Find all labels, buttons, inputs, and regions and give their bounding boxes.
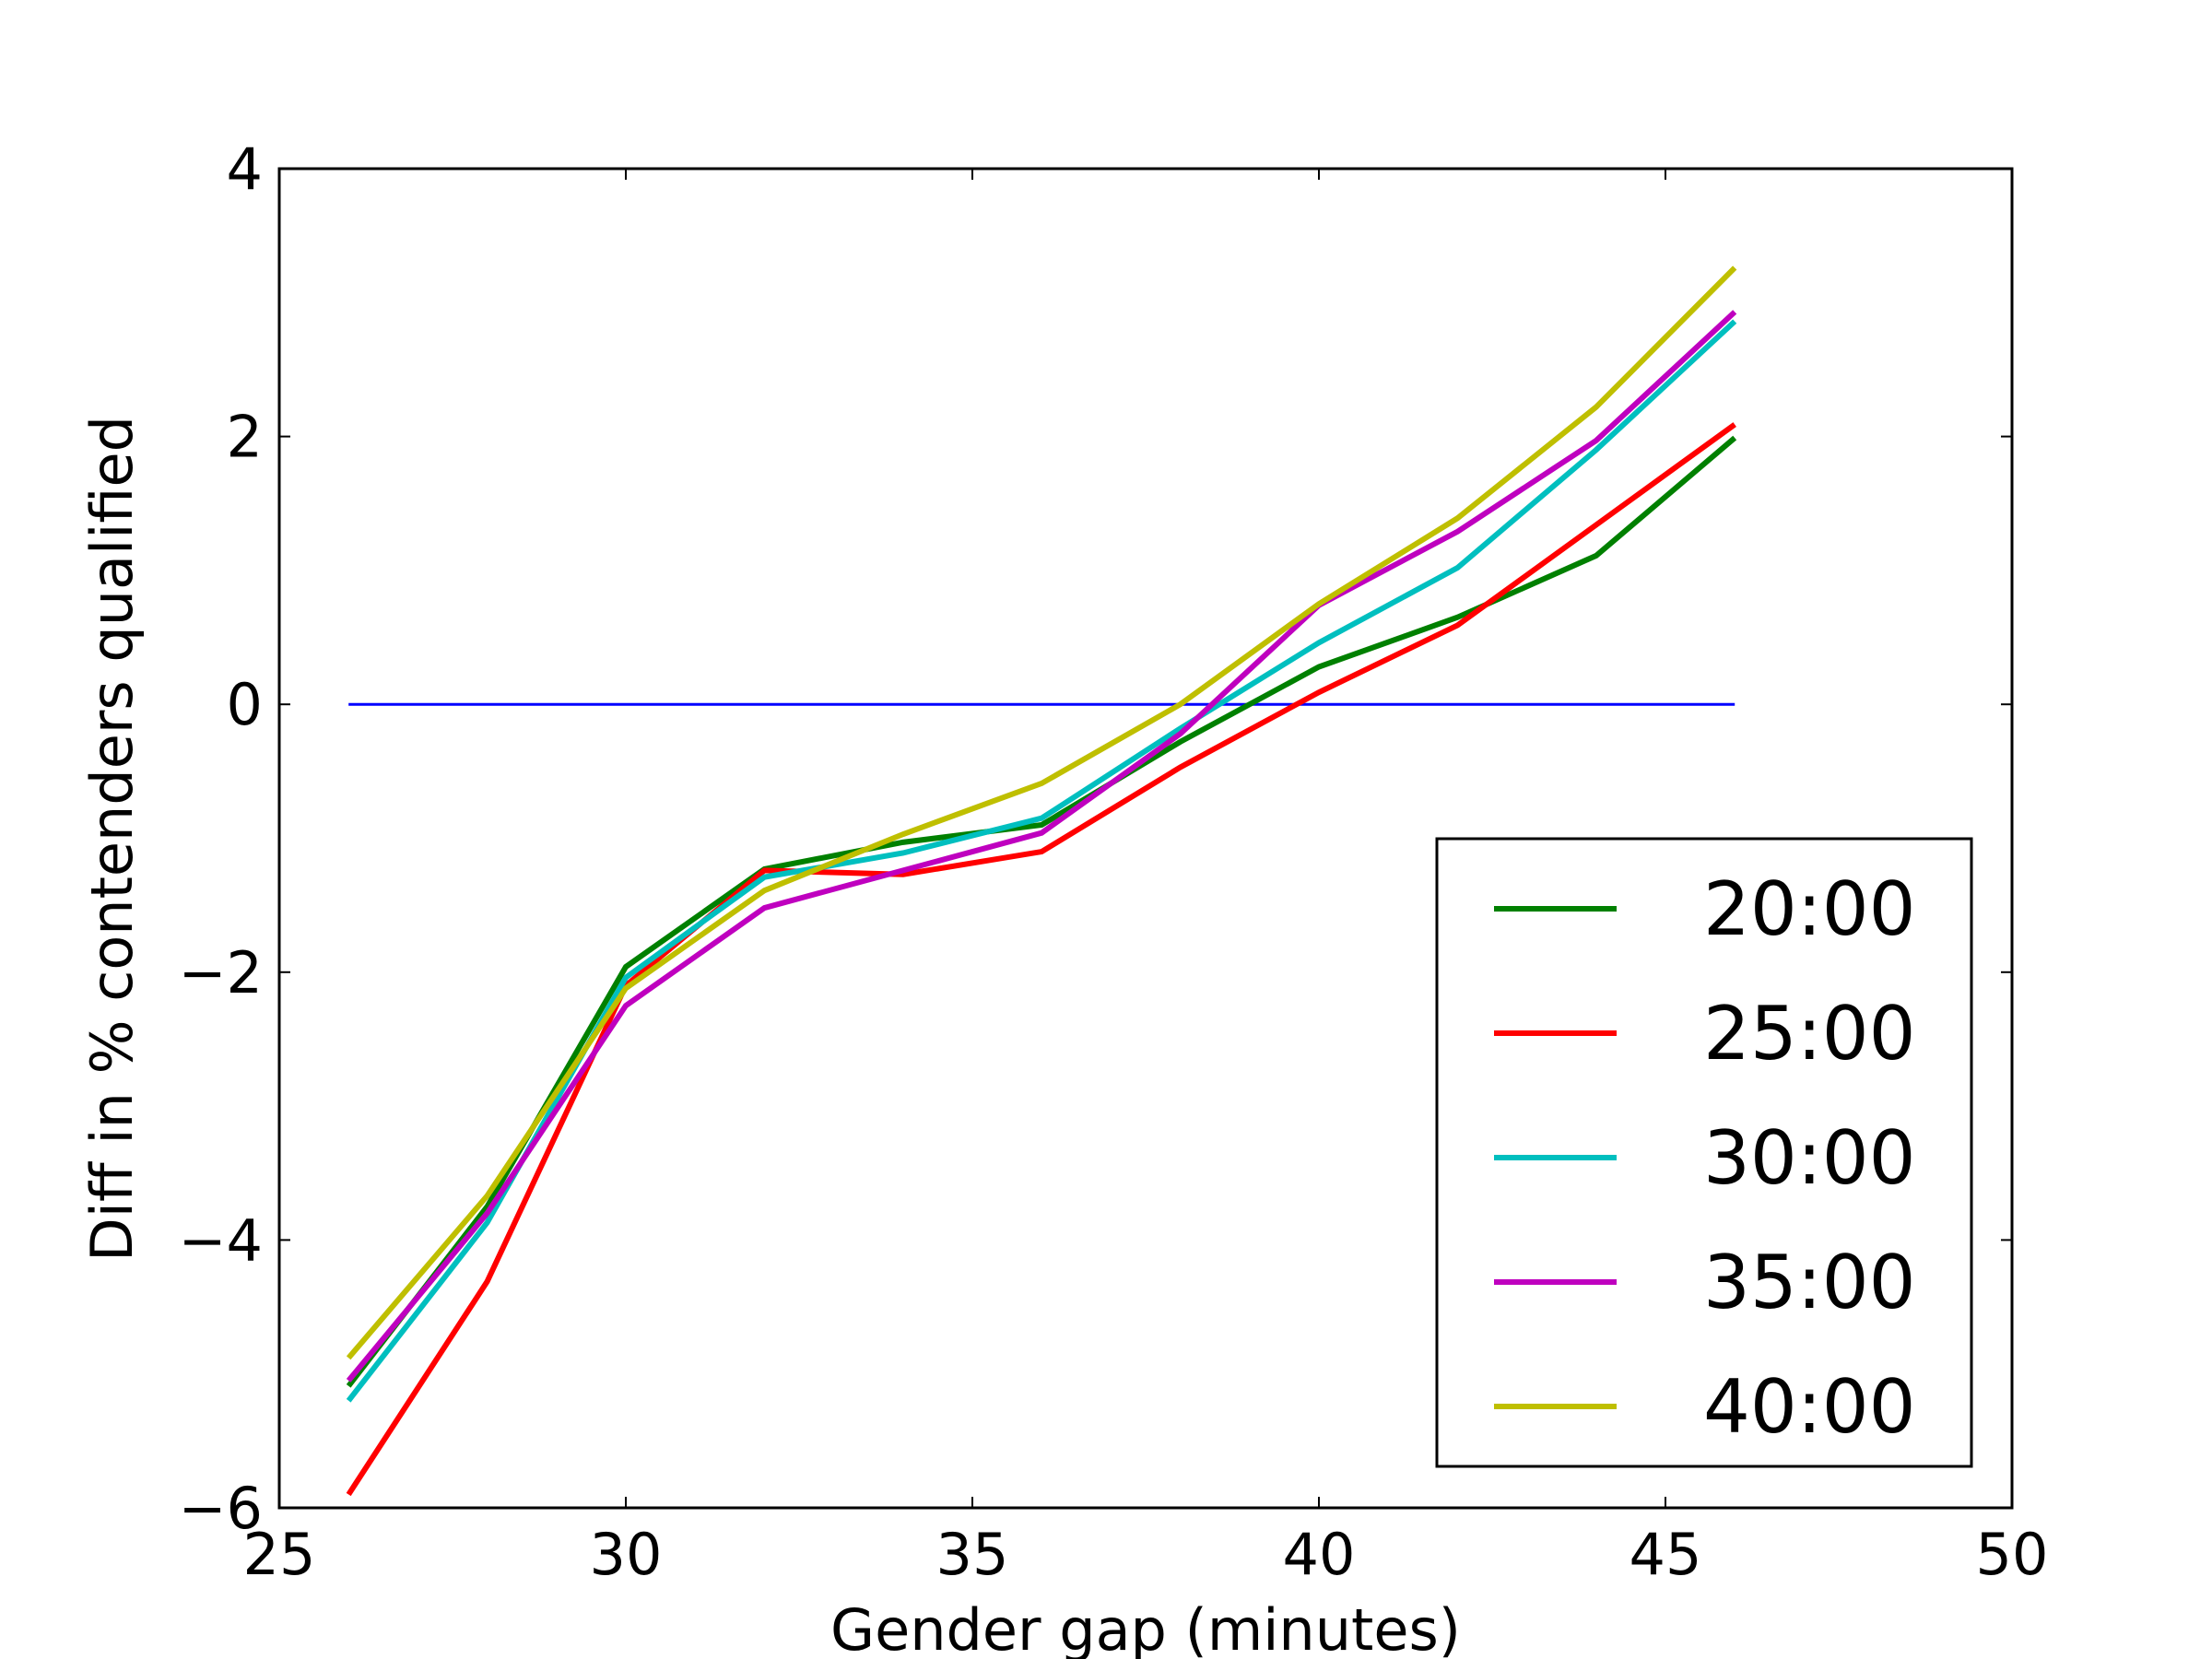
y-tick-label: −6 xyxy=(179,1475,263,1542)
x-tick-label: 30 xyxy=(590,1521,663,1588)
series-line-2000 xyxy=(346,435,1737,1388)
series-line-3500 xyxy=(346,310,1737,1382)
axis-ticks: 25 30 35 40 45 50 −6 −4 −2 0 2 4 xyxy=(179,135,2049,1588)
series-line-2500 xyxy=(346,422,1736,1497)
y-tick-label: 0 xyxy=(227,671,263,738)
y-tick-label: 4 xyxy=(227,135,263,203)
legend-label: 20:00 xyxy=(1703,866,1916,952)
y-axis-label: Diff in % contenders qualified xyxy=(78,416,146,1262)
legend-label: 25:00 xyxy=(1703,991,1916,1077)
legend-box xyxy=(1435,837,1973,1468)
legend-label: 35:00 xyxy=(1703,1240,1916,1325)
x-tick-label: 25 xyxy=(243,1521,316,1588)
legend: 20:00 25:00 30:00 35:00 40:00 xyxy=(1435,837,1973,1468)
y-tick-label: 2 xyxy=(227,404,263,471)
legend-label: 30:00 xyxy=(1703,1115,1916,1201)
x-tick-label: 45 xyxy=(1630,1521,1702,1588)
y-tick-label: −2 xyxy=(179,939,263,1006)
x-tick-label: 40 xyxy=(1283,1521,1356,1588)
x-tick-label: 50 xyxy=(1976,1521,2049,1588)
x-tick-label: 35 xyxy=(936,1521,1009,1588)
series-line-4000 xyxy=(346,265,1737,1360)
x-axis-label: Gender gap (minutes) xyxy=(830,1596,1461,1659)
y-tick-label: −4 xyxy=(179,1206,263,1274)
axes-frame xyxy=(277,167,2014,1510)
legend-label: 40:00 xyxy=(1703,1364,1916,1450)
plot-area xyxy=(346,265,1737,1497)
